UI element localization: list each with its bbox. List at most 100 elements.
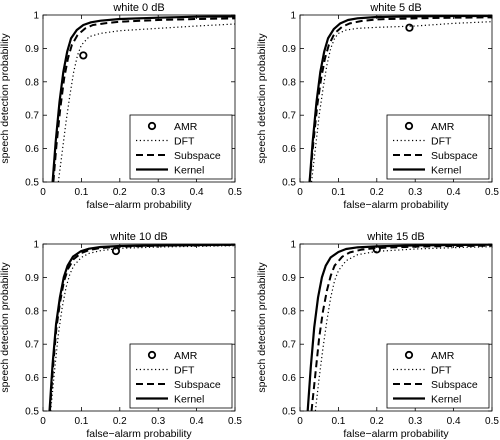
y-tick-label: 0.9 bbox=[25, 44, 39, 55]
legend-marker-amr bbox=[404, 350, 414, 360]
legend-marker-amr bbox=[404, 121, 414, 131]
x-tick-label: 0 bbox=[297, 187, 303, 198]
x-tick-label: 0.4 bbox=[447, 187, 461, 198]
y-tick-label: 0.7 bbox=[282, 340, 296, 351]
legend-label-kernel: Kernel bbox=[174, 164, 204, 176]
legend-label-kernel: Kernel bbox=[431, 393, 461, 405]
y-tick-label: 0.8 bbox=[282, 77, 296, 88]
legend-label-subspace: Subspace bbox=[431, 150, 478, 162]
series-line-subspace bbox=[308, 16, 492, 182]
x-tick-label: 0.4 bbox=[190, 187, 204, 198]
y-tick-label: 0.7 bbox=[25, 340, 39, 351]
plot-area bbox=[308, 15, 492, 182]
x-tick-label: 0.3 bbox=[408, 416, 422, 427]
legend-label-dft: DFT bbox=[431, 364, 452, 376]
legend-label-amr: AMR bbox=[174, 350, 198, 362]
chart-title: white 5 dB bbox=[369, 2, 421, 14]
y-tick-label: 0.6 bbox=[25, 144, 39, 155]
legend-label-dft: DFT bbox=[174, 135, 195, 147]
series-line-kernel bbox=[308, 15, 492, 182]
legend-marker-amr bbox=[147, 121, 157, 131]
legend-box bbox=[386, 343, 490, 409]
y-axis-label: speech detection probability bbox=[256, 33, 268, 164]
x-tick-label: 0.2 bbox=[113, 416, 127, 427]
series-line-subspace bbox=[52, 17, 235, 182]
x-tick-label: 0.5 bbox=[485, 416, 499, 427]
plot-frame bbox=[42, 14, 236, 183]
amr-marker bbox=[405, 23, 414, 32]
legend-label-dft: DFT bbox=[431, 135, 452, 147]
y-tick-label: 0.5 bbox=[282, 178, 296, 189]
chart-title: white 10 dB bbox=[109, 231, 167, 243]
y-tick-label: 0.9 bbox=[25, 273, 39, 284]
y-axis-label: speech detection probability bbox=[0, 33, 11, 164]
x-axis-label: false−alarm probability bbox=[86, 199, 192, 211]
y-tick-label: 0.6 bbox=[282, 373, 296, 384]
y-tick-label: 0.8 bbox=[282, 306, 296, 317]
chart-panel-4: white 15 dB 0 0.1 0.2 0.3 0.4 0.5 0.5 0.6 0.7 0.8 0… bbox=[256, 231, 499, 440]
amr-marker bbox=[111, 246, 121, 256]
plot-area bbox=[51, 15, 235, 182]
plot-frame bbox=[299, 14, 493, 183]
amr-marker bbox=[79, 51, 88, 60]
series-line-subspace bbox=[310, 244, 492, 411]
legend-label-subspace: Subspace bbox=[431, 379, 478, 391]
x-tick-label: 0.2 bbox=[113, 187, 127, 198]
y-tick-label: 0.8 bbox=[25, 306, 39, 317]
x-tick-label: 0.5 bbox=[228, 416, 242, 427]
y-tick-label: 0.5 bbox=[282, 407, 296, 418]
x-tick-label: 0 bbox=[40, 416, 46, 427]
legend-label-kernel: Kernel bbox=[431, 164, 461, 176]
x-tick-label: 0.1 bbox=[74, 187, 88, 198]
chart-panel-3: white 10 dB 0 0.1 0.2 0.3 0.4 0.5 0.5 0.6 0.7 0.8 0… bbox=[0, 231, 242, 440]
legend-label-amr: AMR bbox=[431, 350, 455, 362]
y-tick-label: 1 bbox=[33, 240, 39, 251]
x-tick-label: 0.3 bbox=[151, 187, 165, 198]
x-tick-label: 0.3 bbox=[151, 416, 165, 427]
chart-panel-2: white 5 dB 0 0.1 0.2 0.3 0.4 0.5 0.5 0.6 0.7 0.8 0.… bbox=[256, 2, 499, 211]
y-tick-label: 0.7 bbox=[282, 111, 296, 122]
x-axis-label: false−alarm probability bbox=[86, 428, 192, 440]
x-axis-label: false−alarm probability bbox=[343, 428, 449, 440]
chart-panel-1: white 0 dB 0 0.1 0.2 0.3 0.4 0.5 0.5 0.6 0.7 0.8 0.… bbox=[0, 2, 242, 211]
x-tick-label: 0.5 bbox=[228, 187, 242, 198]
x-tick-label: 0.4 bbox=[190, 416, 204, 427]
legend-marker-amr bbox=[147, 350, 157, 360]
legend-label-amr: AMR bbox=[174, 121, 198, 133]
y-tick-label: 0.8 bbox=[25, 77, 39, 88]
legend-label-dft: DFT bbox=[174, 364, 195, 376]
plot-area bbox=[306, 244, 492, 411]
amr-marker bbox=[372, 245, 381, 254]
x-tick-label: 0.2 bbox=[370, 416, 384, 427]
x-tick-label: 0.3 bbox=[408, 187, 422, 198]
x-tick-label: 0.1 bbox=[74, 416, 88, 427]
series-line-kernel bbox=[48, 244, 235, 411]
series-line-kernel bbox=[306, 244, 492, 411]
legend-box bbox=[129, 343, 233, 409]
legend-label-subspace: Subspace bbox=[174, 379, 221, 391]
legend-label-kernel: Kernel bbox=[174, 393, 204, 405]
x-tick-label: 0.4 bbox=[447, 416, 461, 427]
y-tick-label: 0.6 bbox=[25, 373, 39, 384]
y-tick-label: 1 bbox=[290, 240, 296, 251]
chart-title: white 0 dB bbox=[112, 2, 164, 14]
y-tick-label: 0.9 bbox=[282, 44, 296, 55]
y-tick-label: 0.7 bbox=[25, 111, 39, 122]
legend-box bbox=[129, 114, 233, 180]
x-tick-label: 0.1 bbox=[331, 416, 345, 427]
x-tick-label: 0 bbox=[297, 416, 303, 427]
legend-label-amr: AMR bbox=[431, 121, 455, 133]
series-line-kernel bbox=[51, 15, 235, 182]
y-tick-label: 0.6 bbox=[282, 144, 296, 155]
y-axis-label: speech detection probability bbox=[0, 262, 11, 393]
series-line-dft bbox=[310, 21, 492, 182]
plot-frame bbox=[42, 243, 236, 412]
y-axis-label: speech detection probability bbox=[256, 262, 268, 393]
legend-label-subspace: Subspace bbox=[174, 150, 221, 162]
x-axis-label: false−alarm probability bbox=[343, 199, 449, 211]
y-tick-label: 1 bbox=[290, 11, 296, 22]
x-tick-label: 0.1 bbox=[331, 187, 345, 198]
y-tick-label: 0.9 bbox=[282, 273, 296, 284]
x-tick-label: 0 bbox=[40, 187, 46, 198]
